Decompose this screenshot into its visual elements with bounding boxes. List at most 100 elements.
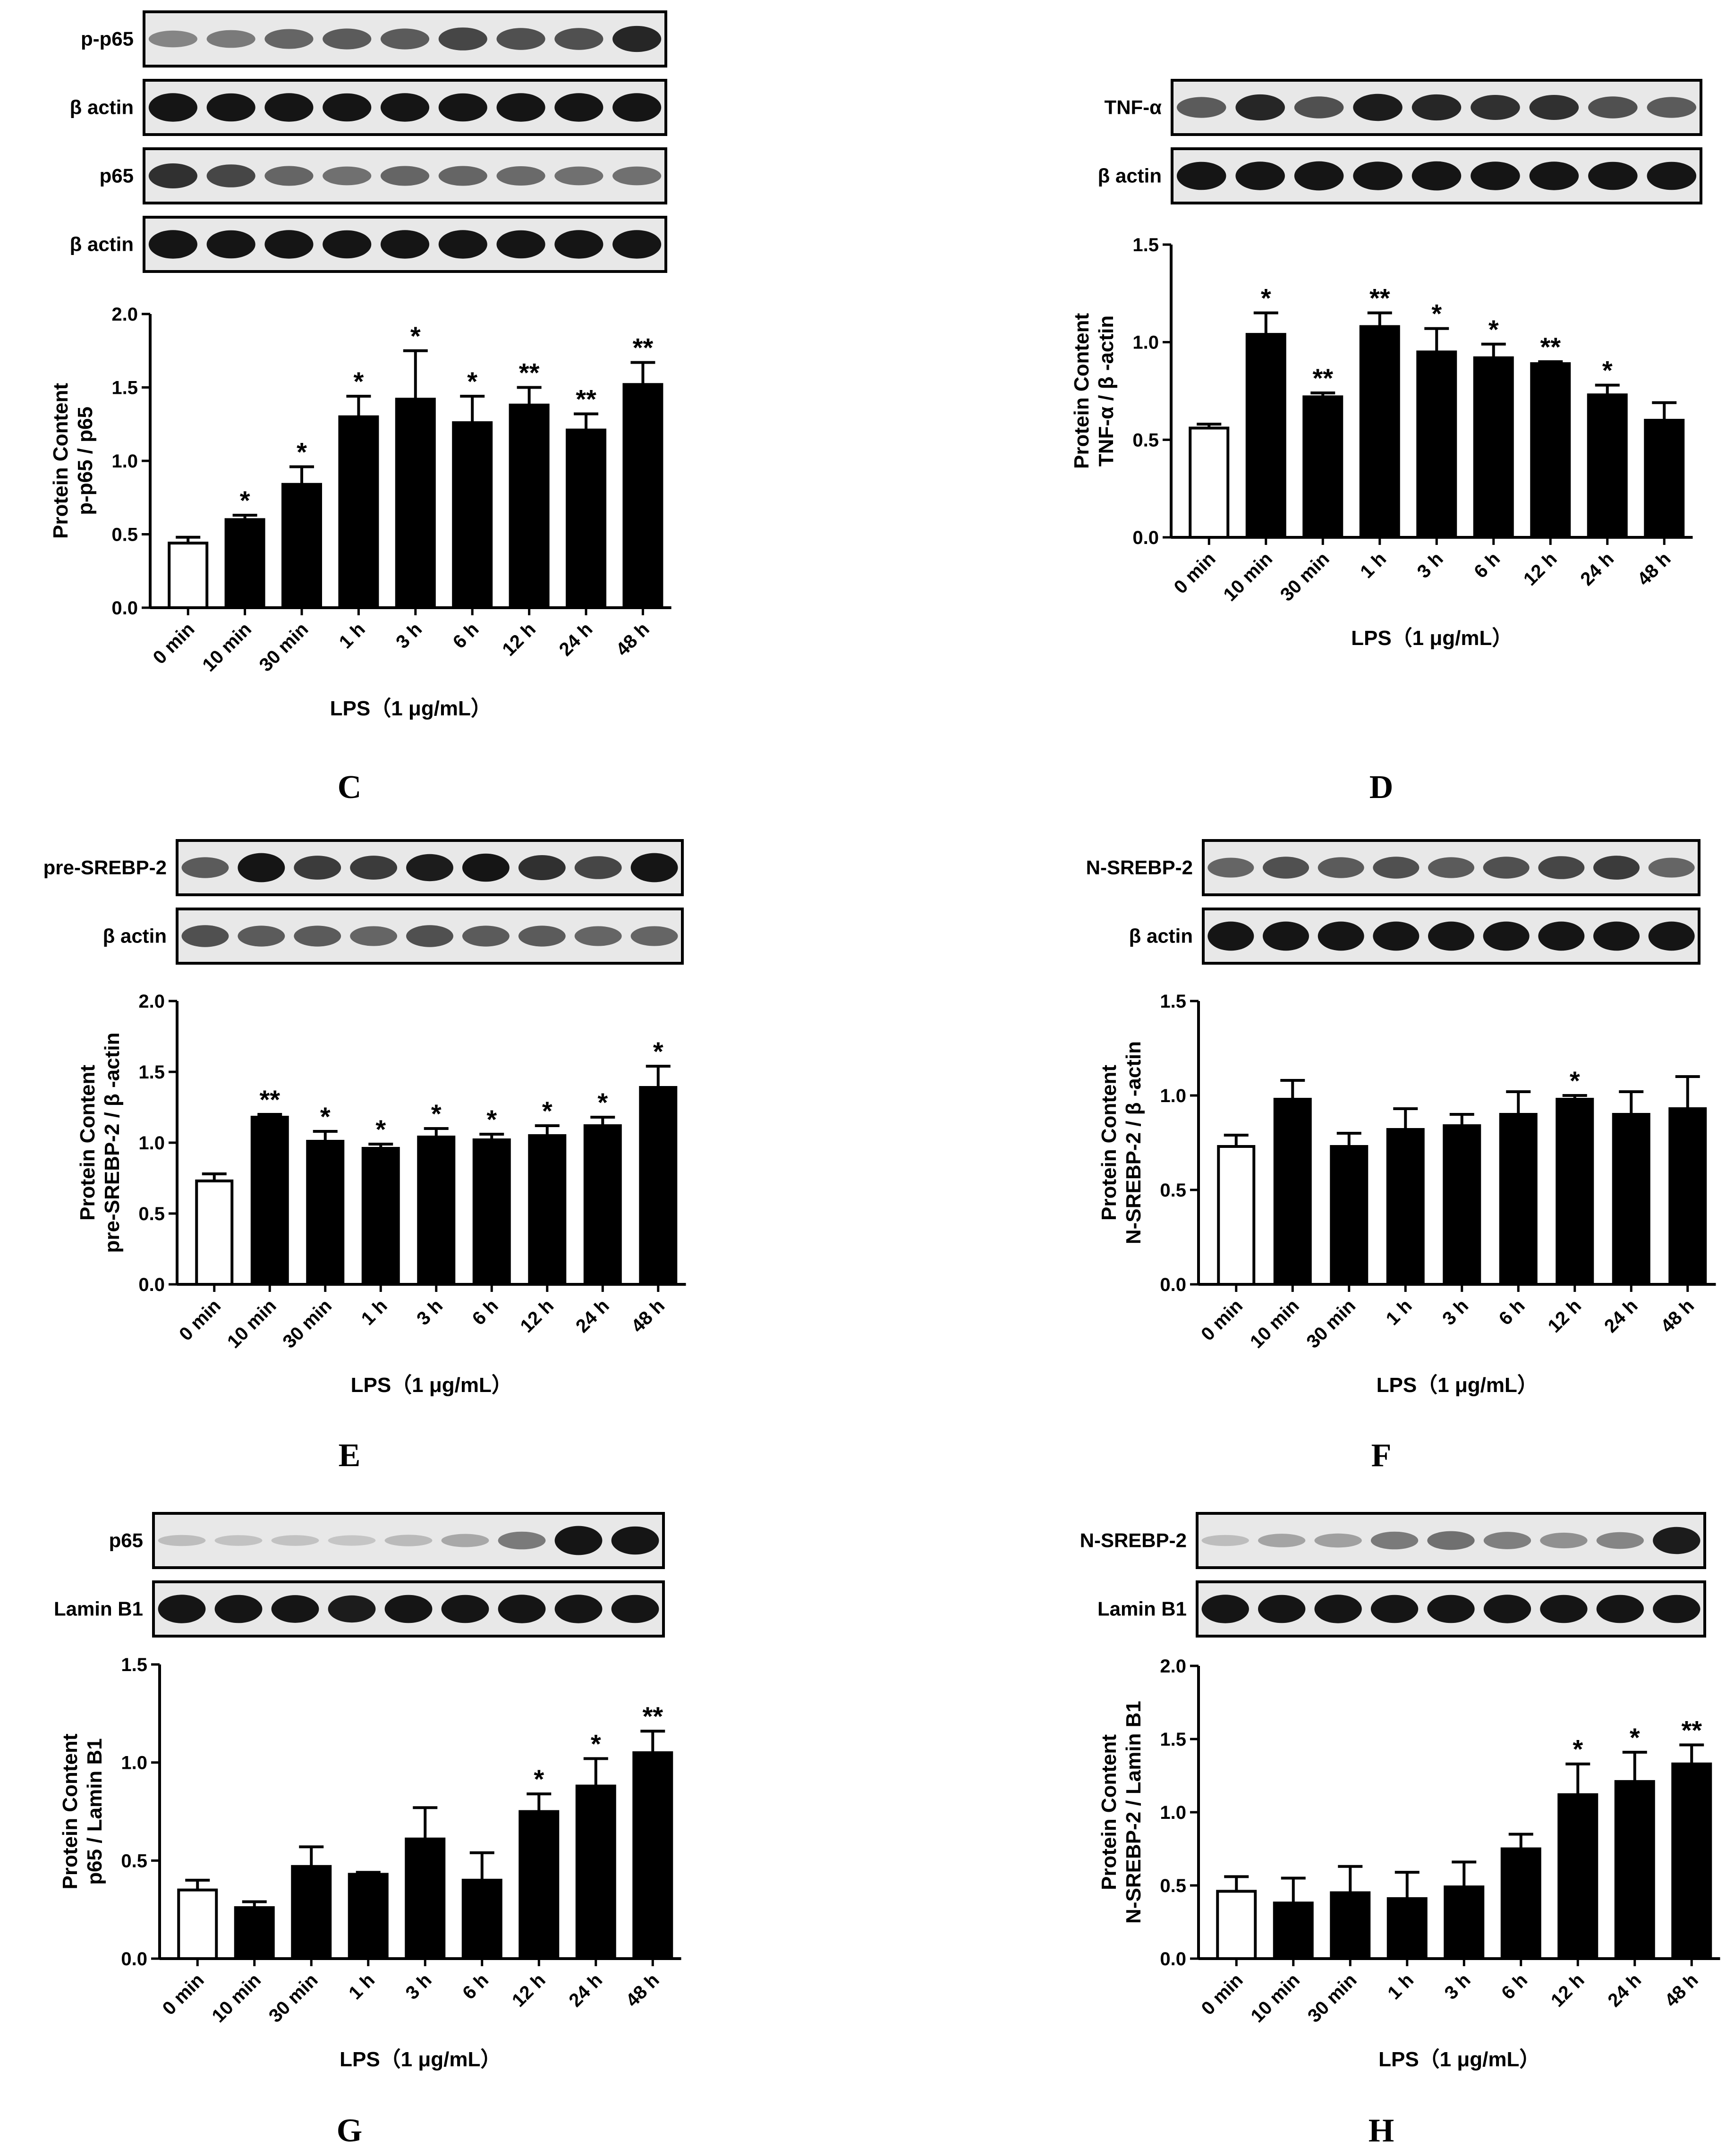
significance-marker: * bbox=[467, 366, 477, 396]
blot-band bbox=[206, 230, 255, 259]
blot-band bbox=[438, 27, 487, 51]
blot-label: p-p65 bbox=[81, 28, 134, 50]
blot-band bbox=[554, 93, 604, 122]
bar bbox=[1671, 1762, 1712, 1960]
x-tick-label: 30 min bbox=[1304, 1969, 1361, 2027]
panel-letter: C bbox=[338, 769, 362, 806]
y-axis-label-line: pre-SREBP-2 / β -actin bbox=[101, 1033, 124, 1253]
blot-label: β actin bbox=[70, 233, 134, 255]
x-tick-label: 24 h bbox=[555, 619, 597, 660]
blot-label: TNF-α bbox=[1105, 96, 1162, 119]
blot-band bbox=[1294, 96, 1344, 119]
blot-band bbox=[496, 28, 545, 50]
x-tick-label: 0 min bbox=[1197, 1295, 1247, 1345]
y-tick-label: 1.0 bbox=[111, 451, 138, 472]
x-tick-label: 3 h bbox=[1441, 1969, 1475, 2003]
blot-band bbox=[323, 230, 372, 259]
blot-band bbox=[1596, 1532, 1644, 1549]
x-tick-label: 48 h bbox=[1661, 1969, 1702, 2011]
blot-strip: p65 bbox=[100, 147, 667, 204]
blot-band bbox=[1294, 161, 1344, 191]
y-axis-label-line: Protein Content bbox=[1097, 1065, 1121, 1221]
x-tick-label: 10 min bbox=[1219, 548, 1276, 605]
x-tick-label: 0 min bbox=[175, 1295, 225, 1345]
blot-band bbox=[148, 93, 197, 122]
blot-band bbox=[328, 1595, 376, 1623]
significance-marker: ** bbox=[259, 1085, 280, 1114]
y-axis-label: Protein ContentTNF-α / β -actin bbox=[1070, 313, 1118, 469]
blot-strip: pre-SREBP-2 bbox=[43, 839, 684, 896]
bar bbox=[1668, 1107, 1707, 1286]
blot-band bbox=[518, 925, 566, 947]
x-tick-label: 3 h bbox=[413, 1295, 447, 1329]
significance-marker: * bbox=[354, 366, 364, 396]
y-tick-label: 0.0 bbox=[1160, 1274, 1186, 1295]
blot-band bbox=[574, 926, 622, 946]
blot-band bbox=[1483, 1532, 1531, 1549]
blot-band bbox=[496, 93, 545, 122]
x-tick-label: 30 min bbox=[279, 1295, 336, 1352]
blot-band bbox=[323, 28, 372, 50]
blot-band bbox=[1593, 856, 1640, 880]
bar bbox=[1612, 1113, 1650, 1286]
blot-band bbox=[148, 163, 197, 188]
panel-f: N-SREBP-2 β actin 0.0 0.5 1.0 1.5 Protein Cont… bbox=[1086, 839, 1716, 1474]
bar bbox=[452, 421, 493, 609]
significance-marker: * bbox=[320, 1102, 331, 1131]
panel-h: N-SREBP-2 Lamin B1 0.0 0.5 1.0 1.5 2.0 Protein … bbox=[1080, 1512, 1720, 2149]
blot-band bbox=[612, 166, 662, 186]
bar bbox=[1245, 333, 1286, 539]
blot-band bbox=[498, 1531, 546, 1550]
significance-marker: ** bbox=[576, 384, 596, 414]
bar bbox=[338, 415, 379, 609]
bar bbox=[1557, 1793, 1598, 1961]
blot-label: β actin bbox=[1098, 165, 1162, 187]
bar bbox=[168, 542, 209, 610]
bar-chart: 0.0 0.5 1.0 1.5 Protein ContentTNF-α / β -ac… bbox=[1070, 235, 1693, 650]
bar bbox=[519, 1810, 560, 1960]
blot-band bbox=[1176, 161, 1226, 190]
y-tick-label: 1.5 bbox=[138, 1062, 165, 1083]
y-axis-label-line: N-SREBP-2 / Lamin B1 bbox=[1122, 1701, 1145, 1924]
blot-band bbox=[496, 230, 545, 259]
y-axis-label: Protein Contentpre-SREBP-2 / β -actin bbox=[76, 1033, 124, 1253]
x-tick-label: 6 h bbox=[449, 619, 483, 653]
x-tick-label: 1 h bbox=[335, 619, 369, 653]
y-axis-label-line: Protein Content bbox=[1070, 313, 1093, 469]
x-tick-label: 0 min bbox=[1198, 1969, 1247, 2019]
x-tick-label: 24 h bbox=[1604, 1969, 1645, 2011]
bar bbox=[224, 518, 265, 610]
x-tick-label: 48 h bbox=[1633, 548, 1675, 590]
panel-g: p65 Lamin B1 0.0 0.5 1.0 1.5 Protein Contentp6… bbox=[54, 1512, 681, 2149]
y-axis-label-line: Protein Content bbox=[59, 1733, 82, 1889]
blot-band bbox=[1314, 1595, 1362, 1623]
bar bbox=[1189, 426, 1230, 539]
bar-chart: 0.0 0.5 1.0 1.5 2.0 Protein Contentp-p65 / p6… bbox=[49, 304, 672, 720]
blot-band bbox=[1428, 857, 1474, 878]
bar bbox=[509, 403, 550, 609]
blot-strip: TNF-α bbox=[1105, 79, 1702, 136]
blot-band bbox=[406, 925, 453, 947]
significance-marker: * bbox=[1431, 299, 1442, 329]
blot-band bbox=[611, 1595, 659, 1623]
blot-strip: β actin bbox=[103, 908, 684, 965]
bar bbox=[639, 1086, 678, 1286]
blot-band bbox=[264, 166, 314, 186]
blot-band bbox=[1263, 921, 1309, 951]
blot-strip: β actin bbox=[1098, 147, 1702, 204]
x-tick-label: 12 h bbox=[508, 1969, 550, 2011]
blot-band bbox=[380, 166, 430, 186]
blot-band bbox=[1207, 921, 1254, 951]
x-tick-label: 24 h bbox=[572, 1295, 613, 1337]
x-tick-label: 30 min bbox=[255, 619, 313, 676]
x-tick-label: 24 h bbox=[1600, 1295, 1642, 1337]
x-tick-label: 48 h bbox=[627, 1295, 669, 1337]
blot-label: N-SREBP-2 bbox=[1086, 857, 1193, 879]
blot-band bbox=[1176, 97, 1226, 118]
x-tick-label: 48 h bbox=[1657, 1295, 1698, 1337]
bar bbox=[361, 1147, 400, 1286]
blot-band bbox=[1201, 1535, 1249, 1546]
y-tick-label: 0.5 bbox=[138, 1204, 165, 1224]
blot-band bbox=[574, 856, 622, 879]
